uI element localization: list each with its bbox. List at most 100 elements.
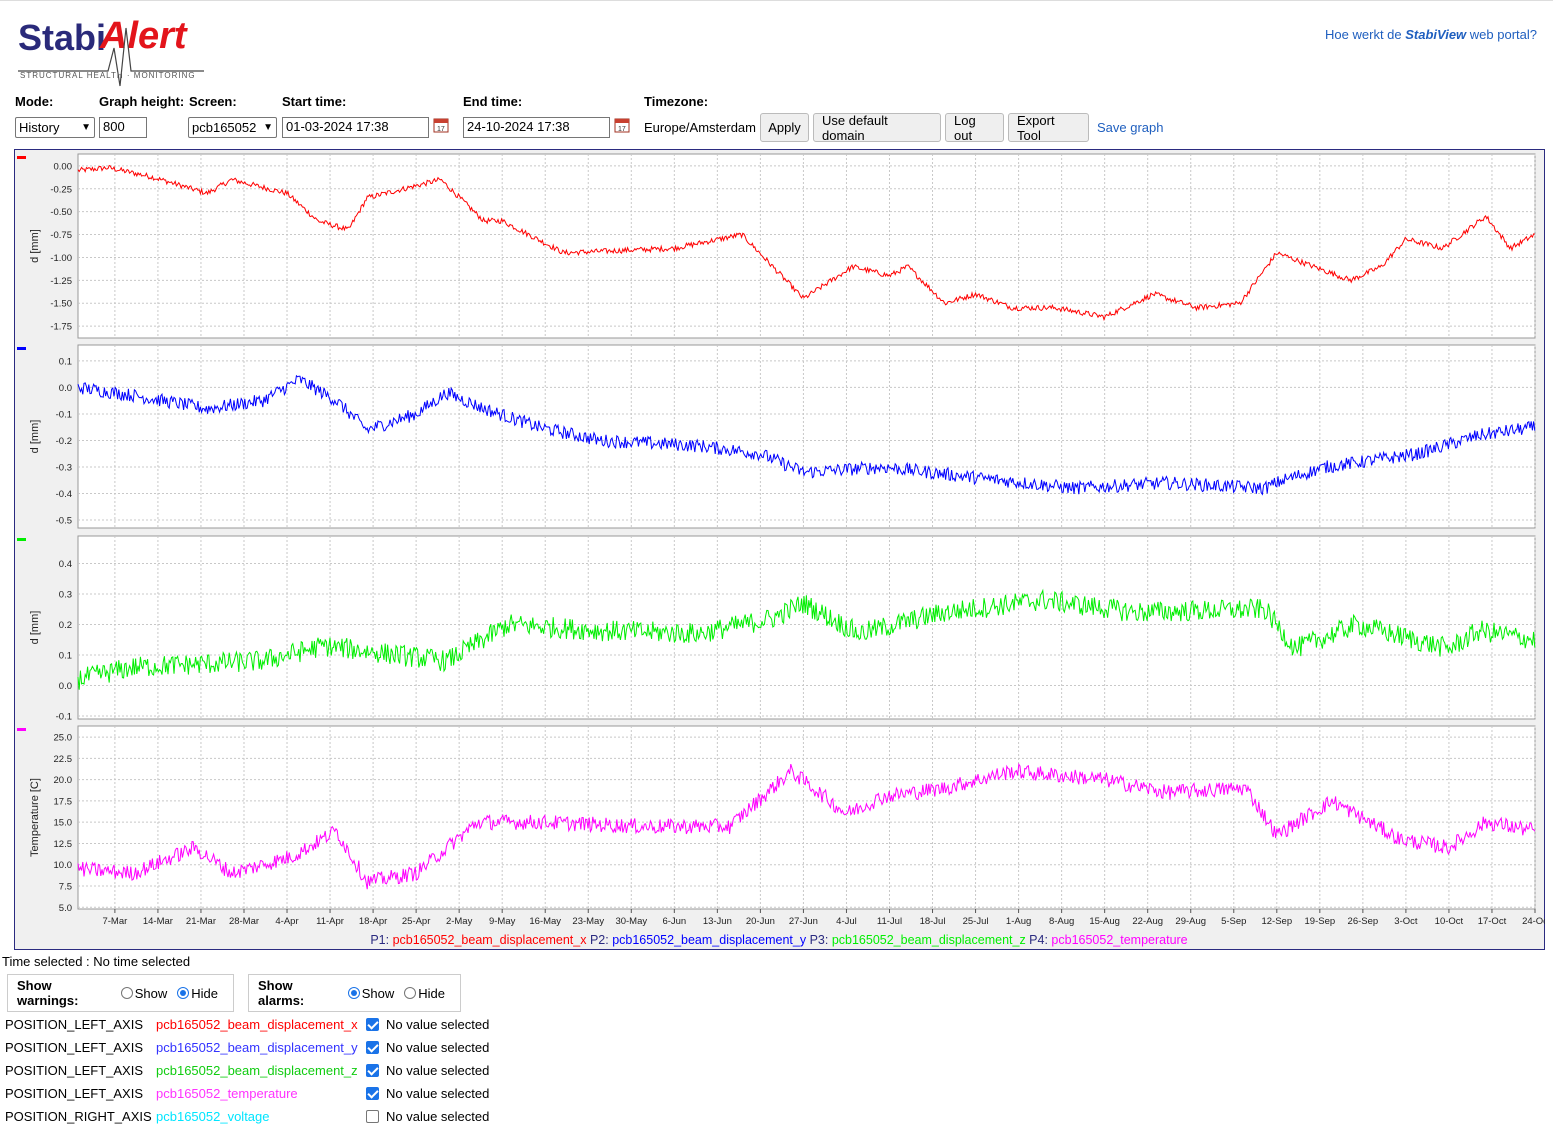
series-value: No value selected — [386, 1016, 490, 1032]
graph-height-input[interactable]: 800 — [99, 117, 147, 138]
series-visibility-checkbox[interactable] — [366, 1086, 379, 1100]
series-value: No value selected — [386, 1085, 490, 1101]
timezone-label: Timezone: — [644, 94, 709, 109]
y-tick-label: 22.5 — [54, 754, 73, 765]
alarms-hide-radio[interactable]: Hide — [404, 986, 445, 1001]
chevron-down-icon: ▼ — [81, 122, 91, 133]
timezone-value: Europe/Amsterdam — [644, 120, 756, 135]
series-name: pcb165052_beam_displacement_x — [156, 1016, 358, 1032]
y-tick-label: 0.0 — [59, 681, 72, 692]
y-tick-label: 0.3 — [59, 589, 72, 600]
radio-show-warnings[interactable] — [120, 987, 133, 999]
x-tick-label: 12-Sep — [1261, 916, 1292, 927]
screen-label: Screen: — [189, 94, 237, 109]
x-tick-label: 1-Aug — [1006, 916, 1031, 927]
start-time-label: Start time: — [282, 94, 347, 109]
logout-button[interactable]: Log out — [945, 113, 1004, 143]
calendar-icon[interactable]: 17 — [433, 117, 449, 133]
series-row: POSITION_LEFT_AXIS pcb165052_beam_displac… — [5, 1037, 489, 1057]
top-divider — [0, 0, 1553, 1]
series-row: POSITION_LEFT_AXIS pcb165052_beam_displac… — [5, 1014, 489, 1034]
series-line-pcb165052_beam_displacement_z — [77, 588, 1536, 690]
end-time-label: End time: — [463, 94, 523, 109]
x-tick-label: 5-Sep — [1221, 916, 1246, 927]
calendar-icon[interactable]: 17 — [614, 117, 630, 133]
alarms-label: Show alarms: — [258, 978, 305, 1008]
series-axis: POSITION_LEFT_AXIS — [5, 1062, 143, 1078]
y-tick-label: 0.4 — [59, 559, 72, 570]
mode-label: Mode: — [15, 94, 54, 109]
x-tick-label: 21-Mar — [186, 916, 216, 927]
x-tick-label: 24-Oc — [1522, 916, 1545, 927]
series-line-pcb165052_beam_displacement_x — [77, 164, 1535, 322]
y-tick-label: -0.4 — [56, 489, 72, 500]
y-tick-label: -0.50 — [50, 207, 72, 218]
y-tick-label: 0.00 — [54, 161, 73, 172]
series-line-pcb165052_beam_displacement_y — [77, 374, 1536, 496]
save-graph-link[interactable]: Save graph — [1097, 120, 1164, 135]
warnings-show-radio[interactable]: Show — [120, 986, 167, 1001]
x-tick-label: 11-Apr — [316, 916, 344, 927]
start-time-input[interactable]: 01-03-2024 17:38 — [282, 117, 429, 138]
x-tick-label: 23-May — [572, 916, 604, 927]
alarms-show-radio[interactable]: Show — [347, 986, 394, 1001]
series-name: pcb165052_beam_displacement_z — [156, 1062, 358, 1078]
legend-prefix: P2: — [586, 933, 612, 947]
radio-show-alarms[interactable] — [347, 987, 360, 999]
x-tick-label: 25-Apr — [402, 916, 431, 927]
time-selected-status: Time selected : No time selected — [2, 954, 191, 969]
series-visibility-checkbox[interactable] — [366, 1017, 379, 1031]
y-tick-label: -0.2 — [56, 436, 72, 447]
alarms-group: Show alarms: Show Hide — [248, 974, 461, 1012]
x-tick-label: 18-Apr — [359, 916, 388, 927]
radio-hide-warnings[interactable] — [177, 987, 190, 999]
series-visibility-checkbox[interactable] — [366, 1063, 379, 1077]
series-color-marker — [17, 156, 26, 159]
x-tick-label: 2-May — [446, 916, 473, 927]
mode-select[interactable]: History ▼ — [15, 117, 95, 138]
svg-text:17: 17 — [618, 126, 626, 133]
x-tick-label: 25-Jul — [963, 916, 989, 927]
help-link[interactable]: Hoe werkt de StabiView web portal? — [1325, 27, 1537, 42]
x-tick-label: 22-Aug — [1132, 916, 1163, 927]
radio-hide-alarms[interactable] — [404, 987, 417, 999]
warnings-label: Show warnings: — [17, 978, 79, 1008]
legend-prefix: P1: — [370, 933, 392, 947]
apply-button[interactable]: Apply — [760, 113, 809, 142]
y-axis-label: d [mm] — [29, 420, 41, 454]
x-tick-label: 14-Mar — [143, 916, 173, 927]
y-tick-label: -0.1 — [56, 711, 72, 722]
x-tick-label: 6-Jun — [662, 916, 686, 927]
graph-height-label: Graph height: — [99, 94, 185, 109]
end-time-input[interactable]: 24-10-2024 17:38 — [463, 117, 610, 138]
x-tick-label: 26-Sep — [1348, 916, 1379, 927]
x-tick-label: 9-May — [489, 916, 516, 927]
x-tick-label: 27-Jun — [789, 916, 818, 927]
x-tick-label: 20-Jun — [746, 916, 775, 927]
x-tick-label: 16-May — [529, 916, 561, 927]
warnings-hide-radio[interactable]: Hide — [177, 986, 218, 1001]
plot-area — [77, 725, 1536, 910]
series-axis: POSITION_LEFT_AXIS — [5, 1039, 143, 1055]
y-axis-label: d [mm] — [29, 611, 41, 645]
series-name: pcb165052_temperature — [156, 1085, 298, 1101]
series-visibility-checkbox[interactable] — [366, 1109, 379, 1123]
legend-prefix: P4: — [1026, 933, 1052, 947]
x-tick-label: 4-Apr — [275, 916, 298, 927]
series-line-pcb165052_temperature — [77, 762, 1536, 890]
series-value: No value selected — [386, 1062, 490, 1078]
x-tick-label: 10-Oct — [1435, 916, 1464, 927]
y-tick-label: 12.5 — [54, 839, 73, 850]
export-tool-button[interactable]: Export Tool — [1008, 113, 1089, 143]
y-tick-label: -0.75 — [50, 230, 72, 241]
series-axis: POSITION_LEFT_AXIS — [5, 1016, 143, 1032]
screen-select[interactable]: pcb165052 ▼ — [188, 117, 277, 138]
use-default-domain-button[interactable]: Use default domain — [813, 113, 941, 143]
legend-series-name: pcb165052_temperature — [1051, 933, 1187, 947]
y-tick-label: 10.0 — [54, 860, 73, 871]
y-tick-label: -1.50 — [50, 299, 72, 310]
plot-area — [77, 535, 1536, 720]
series-visibility-checkbox[interactable] — [366, 1040, 379, 1054]
x-tick-label: 29-Aug — [1175, 916, 1206, 927]
history-chart[interactable]: 0.00 -0.25 -0.50 -0.75 -1.00 -1.25 -1.50 -1.75 d… — [14, 149, 1545, 950]
